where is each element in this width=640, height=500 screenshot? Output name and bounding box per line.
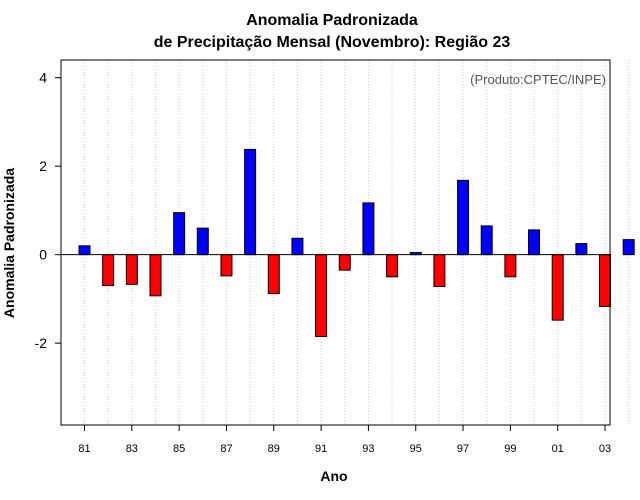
bar-87: [220, 254, 233, 277]
x-tick-label: 87: [220, 443, 232, 455]
x-tick-label: 01: [552, 443, 564, 455]
bar-01: [551, 254, 564, 321]
bar-88: [244, 148, 257, 256]
bar-86: [196, 227, 209, 256]
y-tick-label: 4: [39, 70, 47, 86]
x-axis: 8183858789919395979901030507091113151719…: [78, 425, 611, 455]
bar-93: [362, 202, 375, 256]
x-tick-label: 93: [362, 443, 374, 455]
x-tick-label: 97: [457, 443, 469, 455]
x-tick-label: 03: [599, 443, 611, 455]
bar-04: [622, 239, 635, 256]
x-tick-label: 99: [504, 443, 516, 455]
x-tick-label: 89: [268, 443, 280, 455]
y-tick-label: 0: [39, 247, 47, 263]
bar-98: [480, 225, 493, 256]
x-tick-label: 95: [410, 443, 422, 455]
bar-94: [386, 254, 399, 278]
bar-99: [504, 254, 517, 278]
bar-83: [125, 254, 138, 285]
bar-89: [267, 254, 280, 295]
plot-frame: [60, 59, 611, 426]
x-tick-label: 85: [173, 443, 185, 455]
bar-96: [433, 254, 446, 288]
x-tick-label: 91: [315, 443, 327, 455]
bar-90: [291, 237, 304, 256]
bar-03: [599, 254, 612, 307]
bar-84: [149, 254, 162, 297]
bar-91: [315, 254, 328, 338]
credit-annotation: (Produto:CPTEC/INPE): [470, 72, 606, 87]
bars: [78, 148, 635, 338]
x-tick-label: 81: [78, 443, 90, 455]
bar-85: [173, 212, 186, 256]
x-tick-label: 83: [126, 443, 138, 455]
chart-subtitle: de Precipitação Mensal (Novembro): Regiã…: [154, 34, 511, 51]
bar-02: [575, 243, 588, 256]
bar-82: [102, 254, 115, 287]
y-axis: -2 0 2 4: [35, 70, 61, 351]
y-axis-label: Anomalia Padronizada: [1, 168, 17, 318]
y-tick-label: 2: [39, 158, 47, 174]
bar-81: [78, 245, 91, 256]
x-axis-label: Ano: [320, 468, 347, 484]
bar-00: [528, 229, 541, 256]
bar-92: [338, 254, 351, 271]
y-tick-label: -2: [35, 335, 48, 351]
chart-title: Anomalia Padronizada: [246, 12, 418, 29]
grid-lines: [84, 60, 630, 425]
bar-97: [457, 179, 470, 256]
